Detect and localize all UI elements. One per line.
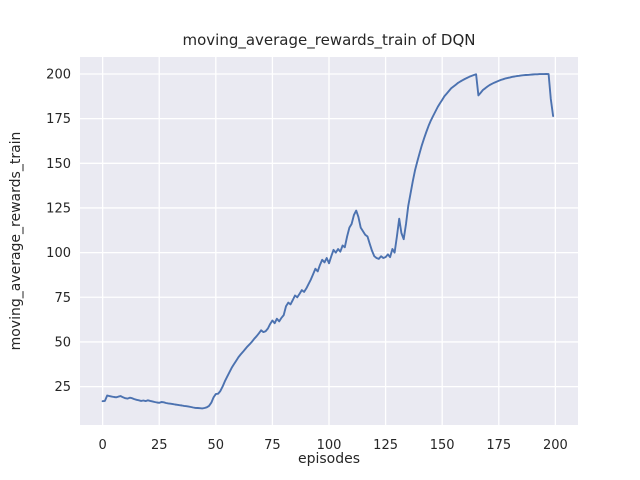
x-tick-label: 50 — [208, 438, 225, 453]
y-tick-label: 150 — [46, 157, 71, 172]
x-tick-label: 200 — [543, 438, 568, 453]
x-tick-label: 75 — [264, 438, 281, 453]
chart-title: moving_average_rewards_train of DQN — [182, 31, 475, 50]
gridlines — [80, 57, 578, 425]
y-tick-label: 125 — [46, 201, 71, 216]
x-axis-ticks: 0 25 50 75 100 125 150 175 200 — [98, 438, 567, 453]
y-tick-label: 100 — [46, 246, 71, 261]
y-axis-ticks: 25 50 75 100 125 150 175 200 — [46, 67, 71, 395]
y-tick-label: 25 — [54, 380, 71, 395]
y-tick-label: 175 — [46, 112, 71, 127]
x-axis-label: episodes — [298, 451, 360, 467]
x-tick-label: 125 — [373, 438, 398, 453]
y-tick-label: 50 — [54, 335, 71, 350]
x-tick-label: 0 — [98, 438, 106, 453]
dqn-series-line — [101, 73, 555, 410]
x-tick-label: 100 — [317, 438, 342, 453]
x-tick-label: 150 — [430, 438, 455, 453]
y-tick-label: 75 — [54, 291, 71, 306]
x-tick-label: 175 — [486, 438, 511, 453]
y-tick-label: 200 — [46, 67, 71, 82]
y-axis-label: moving_average_rewards_train — [8, 132, 24, 351]
x-tick-label: 25 — [151, 438, 168, 453]
